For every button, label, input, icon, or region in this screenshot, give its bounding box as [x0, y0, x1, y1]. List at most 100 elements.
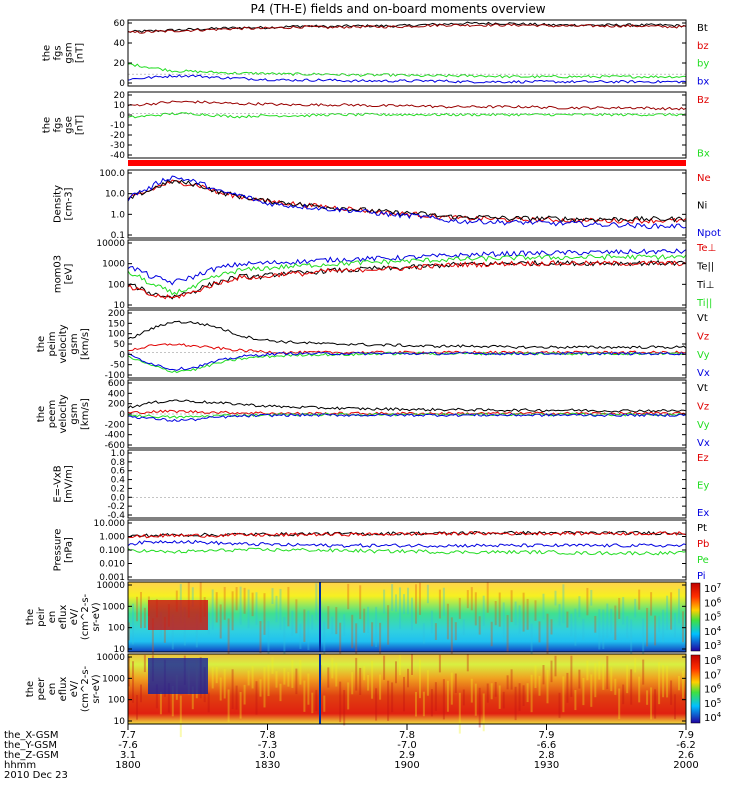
footer-cell: -6.6: [537, 740, 557, 751]
spectrogram-stripe: [590, 674, 593, 707]
spectrogram-stripe: [247, 589, 250, 629]
y-axis-label: sr-eV): [91, 602, 102, 631]
y-axis-label: peer: [36, 677, 47, 701]
spectrogram-stripe: [674, 613, 676, 638]
spectrogram-stripe: [287, 586, 290, 627]
spectrogram-stripe: [606, 603, 609, 639]
series-line-3: [127, 351, 687, 371]
spectrogram-stripe: [395, 594, 397, 612]
spectrogram-stripe: [506, 614, 509, 653]
spectrogram-stripe: [171, 686, 174, 717]
spectrogram-stripe: [283, 617, 286, 656]
spectrogram-stripe: [151, 618, 154, 660]
spectrogram-stripe: [642, 618, 645, 655]
y-axis-label: the: [36, 406, 47, 422]
spectrogram-stripe: [510, 669, 513, 690]
legend-entry: Bt: [697, 23, 708, 34]
y-tick-label: 200: [108, 309, 125, 319]
legend-entry: Vx: [697, 368, 710, 379]
y-tick-label: 0.1: [111, 231, 125, 241]
spectrogram-stripe: [598, 609, 601, 650]
plot-area: [128, 520, 686, 580]
footer-cell: 7.9: [678, 730, 694, 741]
spectrogram-stripe: [343, 690, 346, 726]
spectrogram-stripe: [642, 659, 645, 685]
series-line-2: [127, 63, 687, 79]
spectrogram-stripe: [195, 613, 198, 648]
footer-row-label: the_Y-GSM: [4, 740, 57, 751]
spectrogram-stripe: [419, 659, 421, 699]
y-axis-label: [nT]: [75, 115, 86, 135]
y-axis-label: (cm^2-s-: [80, 665, 91, 712]
y-tick-label: 0: [119, 111, 125, 121]
spectrogram-stripe: [538, 621, 541, 643]
spectrogram-stripe: [132, 661, 134, 703]
spectrogram-stripe: [251, 666, 254, 689]
y-tick-label: 150: [108, 319, 125, 329]
spectrogram-stripe: [438, 589, 441, 619]
spectrogram-stripe: [387, 605, 390, 645]
footer-cell: 1800: [115, 760, 140, 771]
spectrogram-stripe: [566, 672, 569, 703]
y-tick-label: -0.4: [107, 511, 125, 521]
spectrogram-stripe: [478, 616, 481, 635]
spectrogram-stripe: [654, 615, 657, 646]
spectrogram-stripe: [363, 608, 366, 633]
spectrogram-stripe: [422, 691, 425, 717]
y-tick-label: 0.010: [99, 560, 125, 570]
spectrogram-stripe: [383, 655, 386, 680]
y-axis-label: the: [42, 117, 53, 133]
spectrogram-stripe: [490, 683, 493, 700]
spectrogram-stripe: [498, 685, 501, 709]
footer-cell: 1900: [394, 760, 419, 771]
series-line-0: [127, 320, 687, 350]
spectrogram-stripe: [470, 678, 473, 703]
y-tick-label: -40: [110, 151, 125, 161]
y-tick-label: 0.4: [111, 476, 126, 486]
spectrogram-stripe: [403, 676, 405, 712]
series-line-2: [127, 175, 687, 230]
spectrogram-stripe: [140, 591, 142, 629]
spectrogram-stripe: [470, 587, 473, 611]
spectrogram-stripe: [191, 686, 194, 710]
spectrogram-stripe: [618, 688, 621, 720]
spectrogram-stripe: [498, 592, 501, 627]
spectrogram-stripe: [670, 592, 673, 630]
spectrogram-stripe: [630, 669, 633, 705]
y-tick-label: 100: [108, 624, 125, 634]
plot-area: [128, 170, 686, 238]
y-tick-label: 10000: [96, 581, 125, 591]
legend-entry: Pe: [697, 555, 709, 566]
series-line-1: [127, 112, 687, 119]
spectrogram-stripe: [243, 587, 246, 614]
spectrogram-stripe: [558, 604, 561, 626]
spectrogram-stripe: [259, 679, 262, 697]
spectrogram-stripe: [263, 667, 266, 708]
spectrogram-stripe: [666, 595, 669, 631]
y-axis-label: peir: [36, 606, 47, 626]
spectrogram-stripe: [622, 597, 625, 625]
y-tick-label: 10.000: [94, 519, 126, 529]
spectrogram-stripe: [311, 614, 314, 630]
spectrogram-stripe: [215, 592, 218, 623]
colorbar-tick-label: 105: [704, 697, 721, 710]
legend-entry: Ti⊥: [696, 280, 714, 291]
spectrogram-stripe: [430, 610, 433, 634]
spectrogram-stripe: [387, 680, 390, 721]
spectrogram-stripe: [355, 623, 358, 655]
spectrogram-feature: [148, 600, 208, 630]
y-tick-label: 600: [108, 379, 125, 389]
spectrogram-stripe: [267, 664, 270, 697]
y-axis-label: gse: [64, 116, 75, 134]
y-tick-label: 10: [114, 301, 126, 311]
spectrogram-stripe: [303, 609, 306, 642]
legend-entry: Vz: [697, 401, 709, 412]
y-tick-label: 0.2: [111, 484, 125, 494]
y-tick-label: 40: [114, 39, 126, 49]
y-axis-label: en: [47, 611, 58, 624]
legend-entry: Pi: [697, 571, 706, 582]
